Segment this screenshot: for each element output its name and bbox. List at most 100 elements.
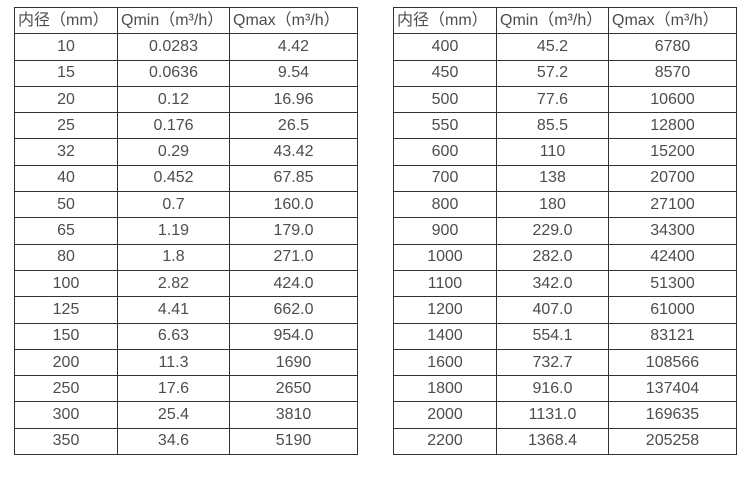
cell-diameter: 1600: [393, 348, 497, 377]
cell-qmin: 45.2: [496, 33, 609, 61]
cell-qmin: 34.6: [117, 427, 230, 456]
cell-qmin: 0.176: [117, 112, 230, 140]
cell-qmax: 179.0: [229, 217, 358, 245]
cell-diameter: 150: [14, 322, 118, 350]
cell-qmax: 108566: [608, 348, 737, 377]
cell-qmax: 205258: [608, 427, 737, 456]
table-row: 200 11.3 1690: [14, 348, 358, 377]
cell-qmax: 169635: [608, 401, 737, 429]
cell-diameter: 400: [393, 33, 497, 61]
cell-qmin: 6.63: [117, 322, 230, 350]
cell-qmin: 180: [496, 191, 609, 219]
table-header: 内径（mm） Qmin（m³/h） Qmax（m³/h）: [393, 6, 737, 35]
cell-diameter: 200: [14, 348, 118, 377]
cell-qmax: 8570: [608, 59, 737, 87]
cell-qmax: 34300: [608, 217, 737, 245]
table-row: 300 25.4 3810: [14, 401, 358, 429]
cell-qmax: 43.42: [229, 138, 358, 166]
cell-qmin: 282.0: [496, 243, 609, 271]
flow-spec-tables-container: 内径（mm） Qmin（m³/h） Qmax（m³/h） 10 0.0283 4.42 1…: [14, 6, 737, 456]
cell-qmin: 342.0: [496, 269, 609, 298]
cell-qmin: 11.3: [117, 348, 230, 377]
cell-diameter: 450: [393, 59, 497, 87]
cell-qmin: 0.0636: [117, 59, 230, 87]
cell-qmin: 4.41: [117, 296, 230, 324]
cell-diameter: 1400: [393, 322, 497, 350]
column-header-diameter: 内径（mm）: [393, 6, 497, 35]
cell-qmin: 732.7: [496, 348, 609, 377]
cell-qmin: 1.8: [117, 243, 230, 271]
cell-diameter: 15: [14, 59, 118, 87]
cell-qmax: 10600: [608, 85, 737, 114]
table-row: 550 85.5 12800: [393, 112, 737, 140]
cell-qmax: 9.54: [229, 59, 358, 87]
table-row: 80 1.8 271.0: [14, 243, 358, 271]
cell-qmax: 12800: [608, 112, 737, 140]
cell-diameter: 500: [393, 85, 497, 114]
table-row: 250 17.6 2650: [14, 375, 358, 403]
cell-diameter: 1800: [393, 375, 497, 403]
table-row: 150 6.63 954.0: [14, 322, 358, 350]
column-header-qmax: Qmax（m³/h）: [608, 6, 737, 35]
cell-diameter: 600: [393, 138, 497, 166]
cell-qmin: 0.7: [117, 191, 230, 219]
cell-diameter: 100: [14, 269, 118, 298]
table-header: 内径（mm） Qmin（m³/h） Qmax（m³/h）: [14, 6, 358, 35]
cell-qmin: 916.0: [496, 375, 609, 403]
cell-diameter: 1200: [393, 296, 497, 324]
table-row: 15 0.0636 9.54: [14, 59, 358, 87]
cell-qmax: 15200: [608, 138, 737, 166]
table-row: 500 77.6 10600: [393, 85, 737, 114]
cell-diameter: 350: [14, 427, 118, 456]
cell-qmin: 0.452: [117, 164, 230, 193]
cell-diameter: 2000: [393, 401, 497, 429]
cell-qmax: 83121: [608, 322, 737, 350]
cell-qmin: 85.5: [496, 112, 609, 140]
cell-qmax: 61000: [608, 296, 737, 324]
cell-qmax: 424.0: [229, 269, 358, 298]
flow-spec-table-large-diameters: 内径（mm） Qmin（m³/h） Qmax（m³/h） 400 45.2 6780 45…: [393, 6, 737, 456]
table-row: 800 180 27100: [393, 191, 737, 219]
cell-diameter: 700: [393, 164, 497, 193]
cell-qmin: 1131.0: [496, 401, 609, 429]
table-row: 2200 1368.4 205258: [393, 427, 737, 456]
cell-qmax: 6780: [608, 33, 737, 61]
cell-diameter: 20: [14, 85, 118, 114]
table-row: 50 0.7 160.0: [14, 191, 358, 219]
cell-qmin: 1368.4: [496, 427, 609, 456]
cell-qmin: 554.1: [496, 322, 609, 350]
column-header-diameter: 内径（mm）: [14, 6, 118, 35]
cell-diameter: 80: [14, 243, 118, 271]
cell-qmin: 407.0: [496, 296, 609, 324]
cell-qmax: 42400: [608, 243, 737, 271]
cell-qmin: 0.0283: [117, 33, 230, 61]
cell-diameter: 1100: [393, 269, 497, 298]
cell-qmin: 229.0: [496, 217, 609, 245]
cell-qmax: 26.5: [229, 112, 358, 140]
cell-diameter: 900: [393, 217, 497, 245]
cell-diameter: 40: [14, 164, 118, 193]
cell-qmax: 2650: [229, 375, 358, 403]
cell-diameter: 250: [14, 375, 118, 403]
cell-qmax: 3810: [229, 401, 358, 429]
table-row: 900 229.0 34300: [393, 217, 737, 245]
cell-qmin: 17.6: [117, 375, 230, 403]
cell-diameter: 1000: [393, 243, 497, 271]
cell-qmax: 954.0: [229, 322, 358, 350]
table-row: 25 0.176 26.5: [14, 112, 358, 140]
cell-qmin: 0.29: [117, 138, 230, 166]
cell-diameter: 125: [14, 296, 118, 324]
cell-diameter: 32: [14, 138, 118, 166]
cell-qmax: 51300: [608, 269, 737, 298]
table-row: 100 2.82 424.0: [14, 269, 358, 298]
cell-qmin: 2.82: [117, 269, 230, 298]
table-body: 10 0.0283 4.42 15 0.0636 9.54 20 0.12 16.96 25 0.1…: [14, 33, 358, 456]
cell-qmax: 16.96: [229, 85, 358, 114]
cell-qmin: 1.19: [117, 217, 230, 245]
table-body: 400 45.2 6780 450 57.2 8570 500 77.6 10600 550 85.…: [393, 33, 737, 456]
table-header-row: 内径（mm） Qmin（m³/h） Qmax（m³/h）: [14, 6, 358, 35]
table-row: 600 110 15200: [393, 138, 737, 166]
cell-qmax: 5190: [229, 427, 358, 456]
cell-qmax: 160.0: [229, 191, 358, 219]
cell-qmin: 25.4: [117, 401, 230, 429]
